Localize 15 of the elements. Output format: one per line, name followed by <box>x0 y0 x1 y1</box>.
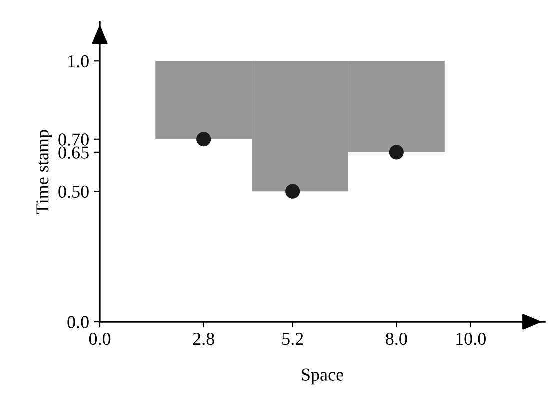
y-tick-label: 1.0 <box>68 55 89 68</box>
x-tick-label: 8.0 <box>386 332 408 346</box>
point <box>389 145 404 160</box>
point <box>196 132 212 147</box>
y-tick-label: 0.0 <box>68 316 89 329</box>
x-tick-label: 5.2 <box>282 332 304 346</box>
x-tick-label: 0.0 <box>89 332 111 346</box>
point <box>286 184 300 199</box>
x-tick-label: 2.8 <box>193 332 214 346</box>
x-tick-label: 10.0 <box>456 332 486 346</box>
x-axis-title: Space <box>302 368 344 385</box>
y-tick-label: 0.65 <box>58 146 89 159</box>
y-tick-label: 0.70 <box>58 134 89 146</box>
y-tick-label: 0.50 <box>58 186 89 198</box>
y-axis-title: Time stamp <box>36 130 52 214</box>
